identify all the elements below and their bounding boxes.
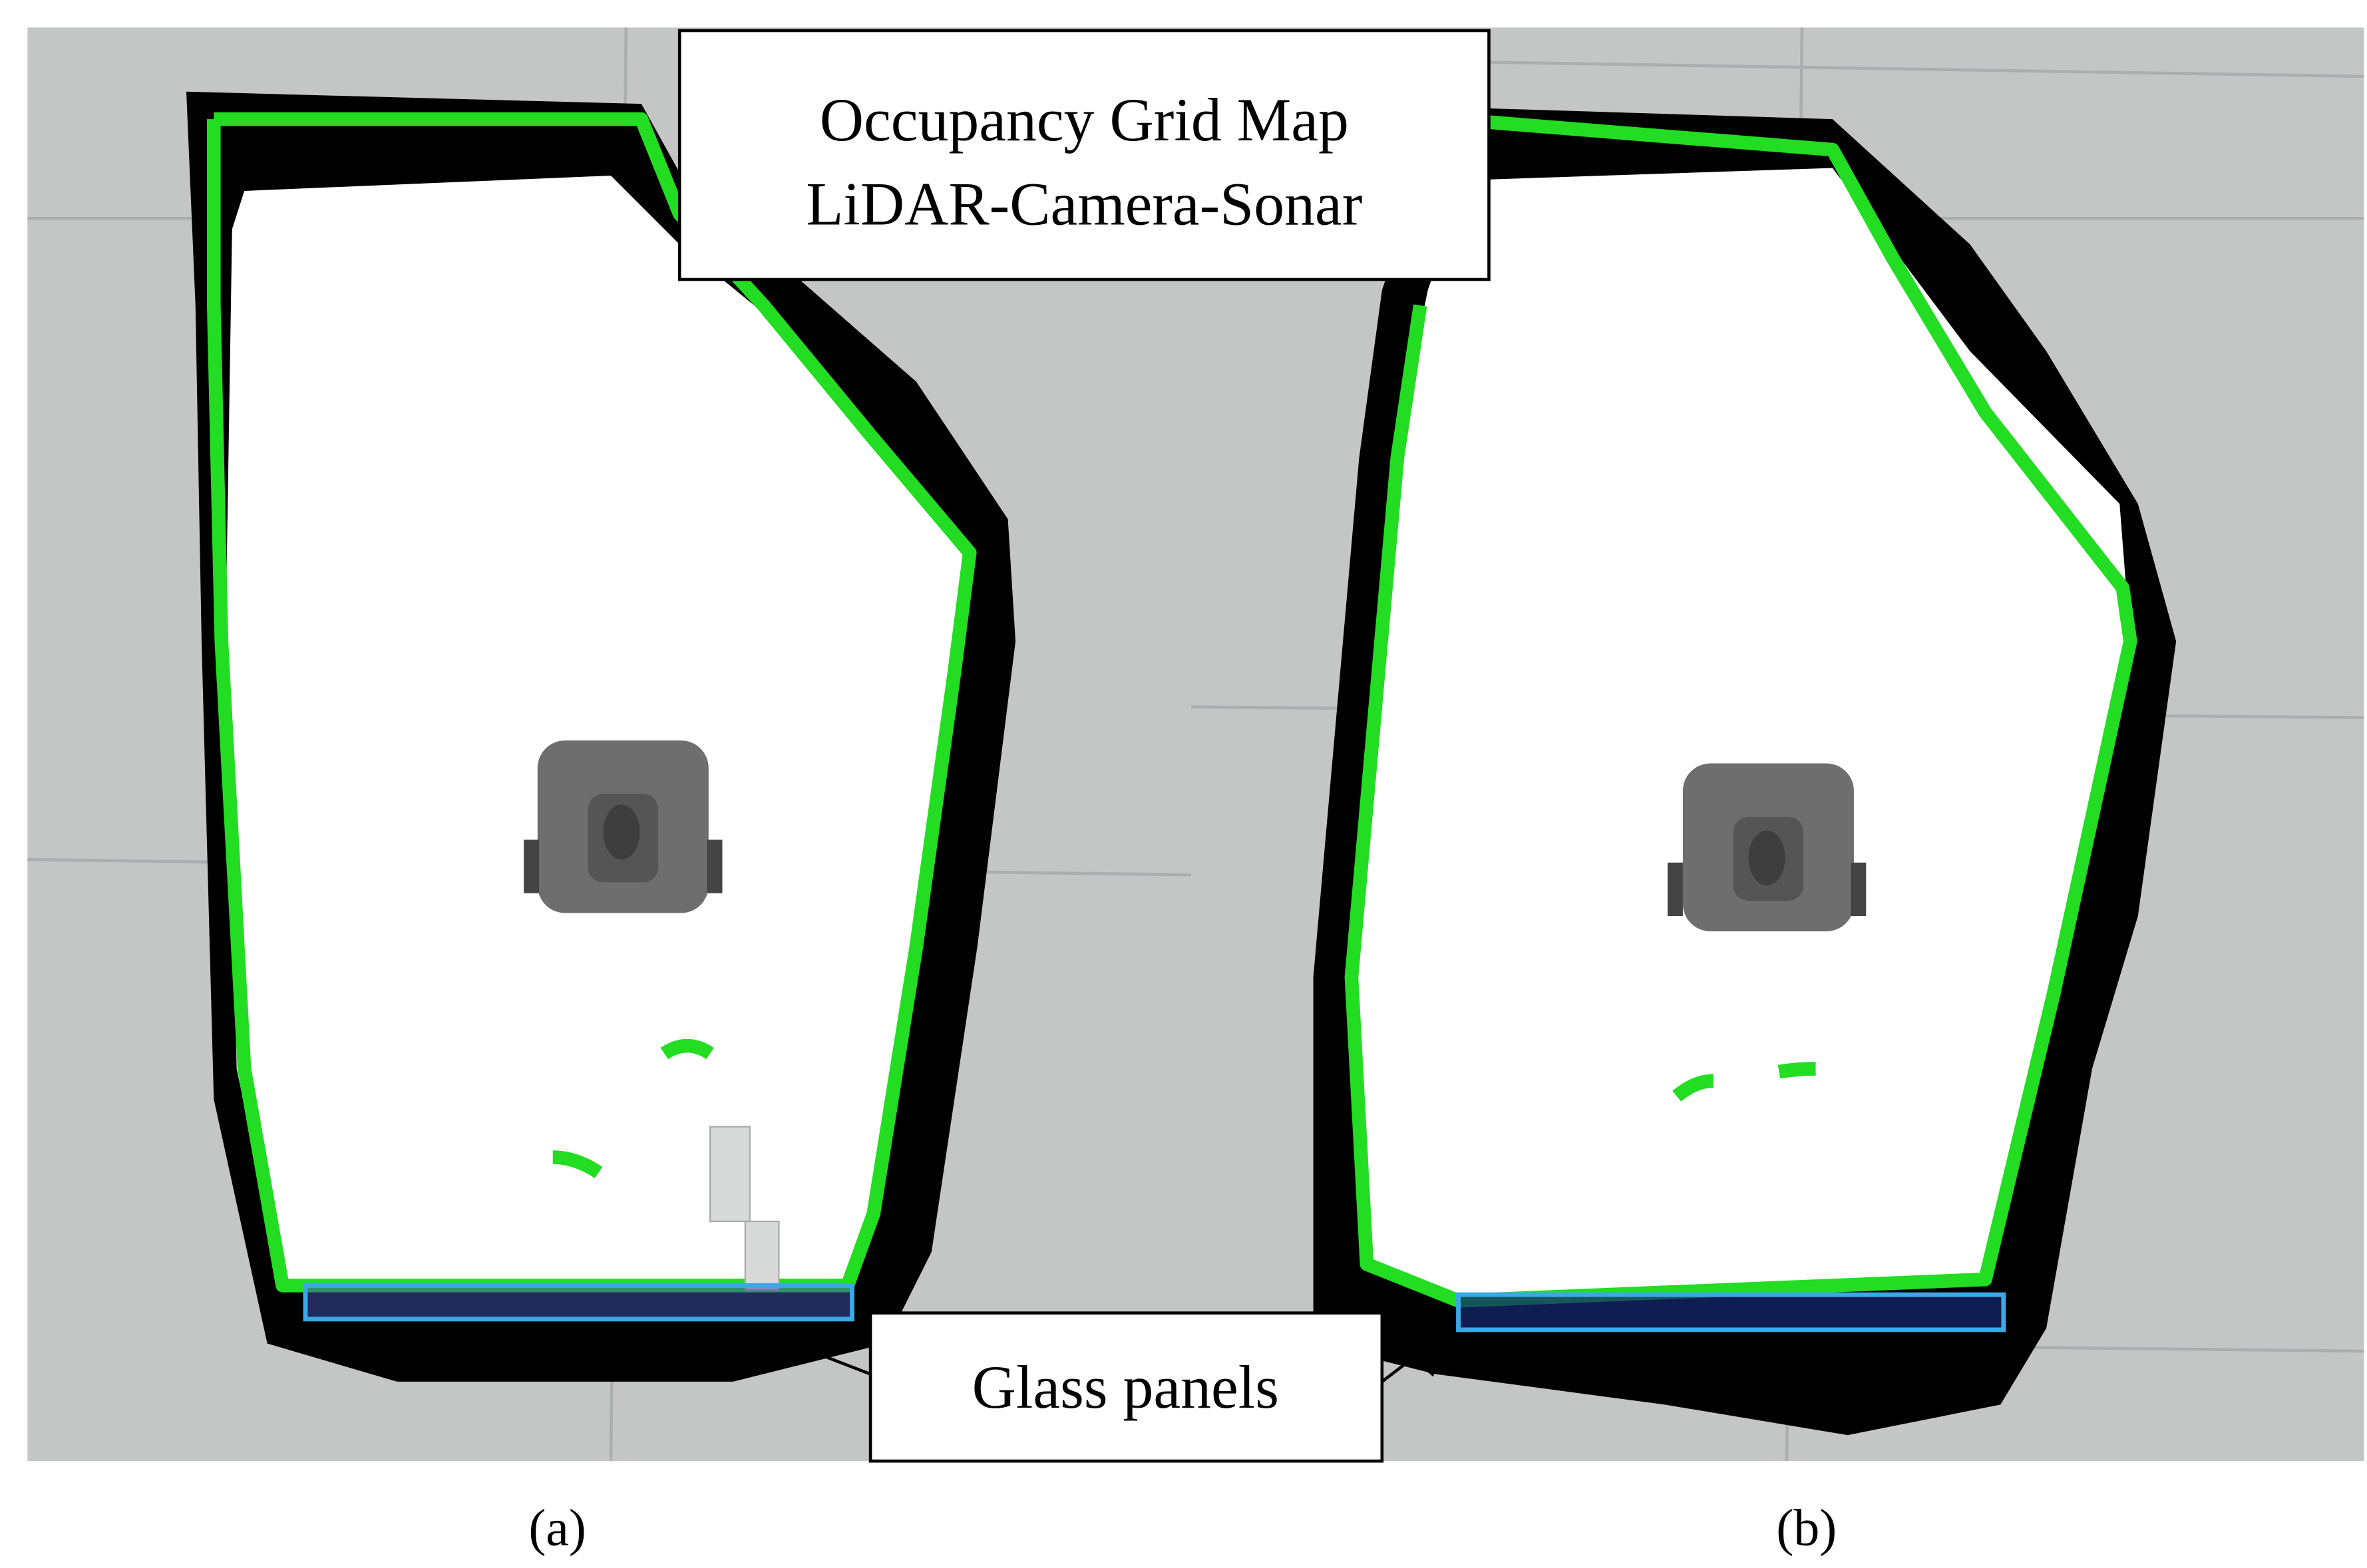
obstacle-scan: [1777, 1062, 1816, 1079]
robot-wheel: [1667, 862, 1683, 917]
arrow-line: [771, 1334, 871, 1376]
map-b: [1313, 106, 2177, 1436]
callout-box: [868, 1311, 1384, 1463]
panel-label: (a): [528, 1498, 586, 1556]
obstacle-scan: [660, 1038, 714, 1060]
glass-reflection: [744, 1220, 780, 1291]
free-space: [1351, 168, 2131, 1301]
robot-wheel: [524, 840, 540, 893]
robot-wheel: [1851, 862, 1867, 917]
callout-title: Occupancy Grid Map: [820, 86, 1349, 154]
grid-line: [1420, 59, 2364, 78]
panel-label: (b): [1776, 1498, 1837, 1556]
callout-subtitle: LiDAR-Camera-Sonar: [806, 170, 1362, 237]
arrow-head: [748, 1323, 797, 1362]
robot: [524, 740, 723, 913]
free-space: [226, 176, 966, 1291]
arrow-head: [1399, 1329, 1445, 1377]
callout-label: Glass panels: [972, 1353, 1279, 1421]
robot-sensor: [1748, 830, 1785, 886]
map-a: [186, 91, 1016, 1382]
callout-box: [677, 29, 1491, 281]
glass-panel-highlight: [303, 1283, 854, 1322]
glass-reflection: [709, 1126, 751, 1223]
robot: [1667, 763, 1867, 931]
obstacle-scan: [1672, 1074, 1714, 1102]
obstacle-scan: [552, 1150, 603, 1179]
robot-wheel: [707, 840, 723, 893]
glass-panel-highlight: [1456, 1292, 2006, 1333]
robot-sensor: [603, 804, 640, 860]
callout-arrows: [748, 1323, 1445, 1383]
laser-scan-outline: [1344, 115, 2137, 1308]
